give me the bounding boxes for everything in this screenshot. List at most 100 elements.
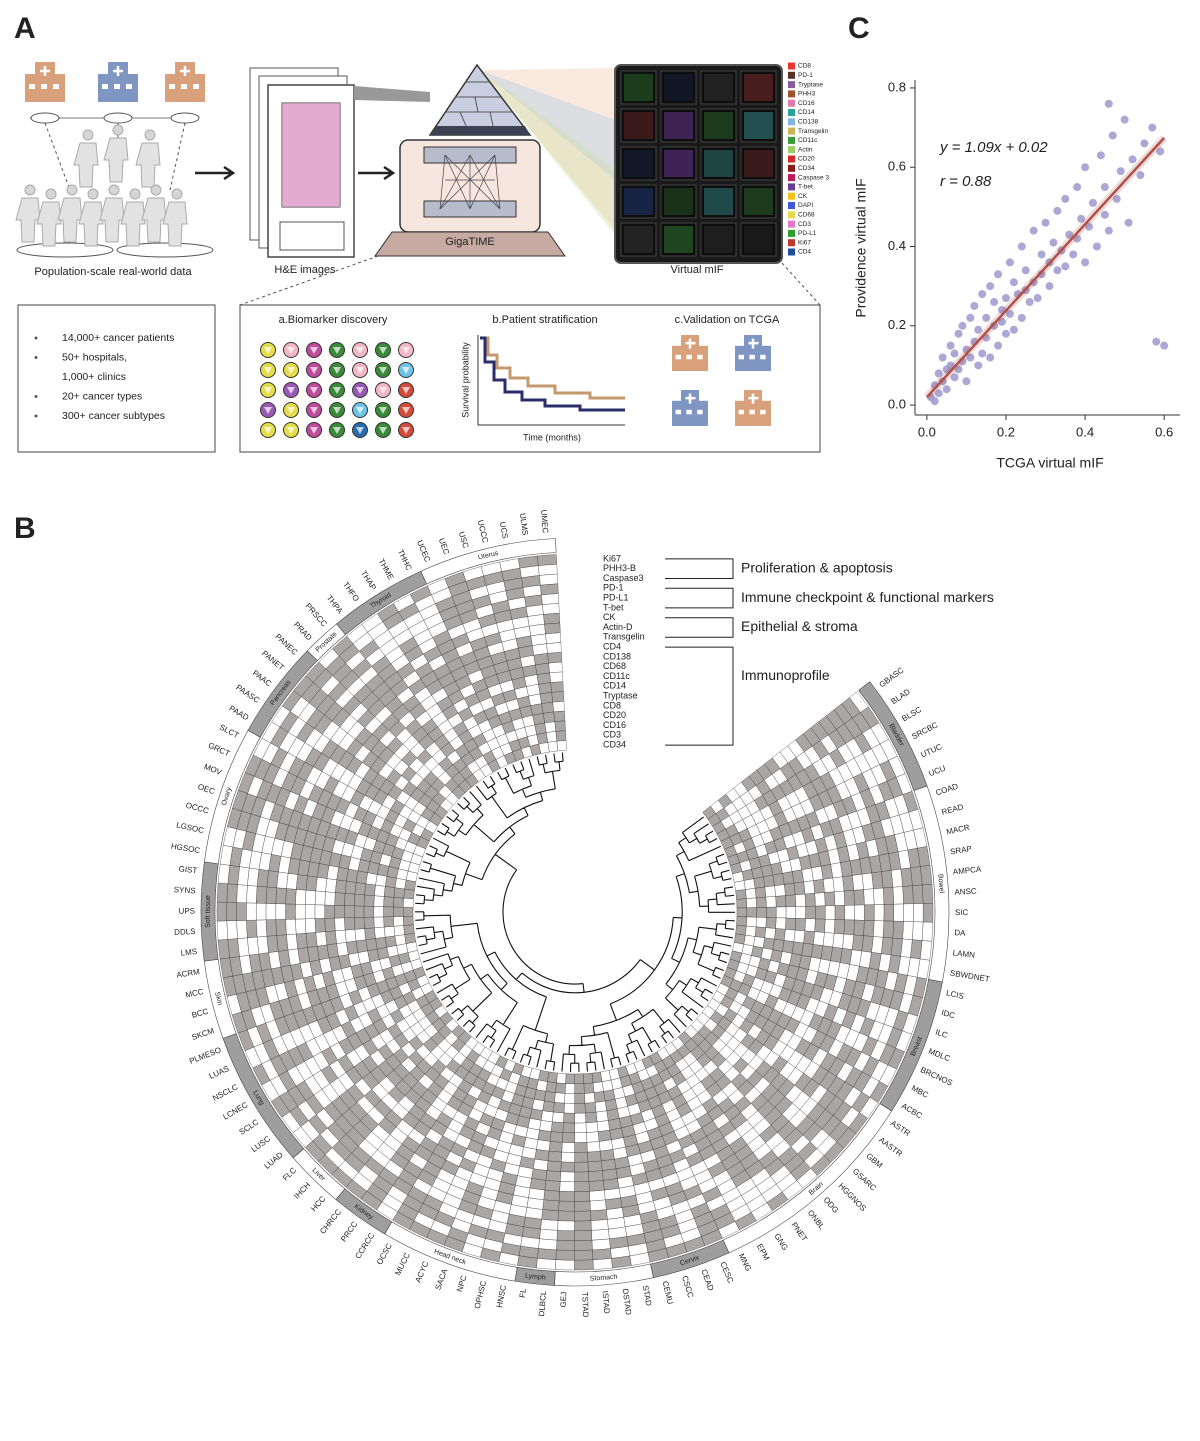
- heatmap-cell: [853, 889, 865, 906]
- heatmap-cell: [545, 1081, 557, 1093]
- subtype-label: MCC: [185, 987, 205, 1000]
- cell-mark: [310, 347, 318, 354]
- pyramid-base: [430, 126, 530, 135]
- heatmap-cell: [746, 907, 757, 918]
- heatmap-cell: [832, 876, 845, 893]
- heatmap-cell: [540, 1218, 559, 1231]
- heatmap-cell: [834, 905, 845, 920]
- heatmap-cell: [383, 896, 395, 908]
- heatmap-cell: [574, 1142, 588, 1153]
- heatmap-cell: [541, 701, 554, 714]
- heatmap-cell: [384, 886, 396, 898]
- heatmap-cell: [902, 921, 914, 940]
- oval: [103, 112, 133, 124]
- heatmap-cell: [574, 1102, 586, 1114]
- heatmap-cell: [216, 882, 229, 903]
- legend-label: PD-1: [798, 72, 813, 79]
- subtype-label: UPS: [179, 907, 195, 916]
- heatmap-cell: [753, 876, 765, 889]
- cell-mark: [310, 427, 318, 434]
- legend-label: CD8: [798, 63, 811, 70]
- heatmap-cell: [574, 1122, 587, 1133]
- heatmap-cell: [403, 888, 415, 900]
- subtype-label: ULMS: [518, 513, 530, 536]
- heatmap-cell: [903, 903, 914, 922]
- heatmap-cell: [538, 742, 550, 754]
- cell-mark: [356, 407, 364, 414]
- point: [982, 313, 991, 322]
- heatmap-cell: [755, 917, 767, 928]
- point: [1001, 329, 1010, 338]
- heatmap-cell: [236, 920, 248, 939]
- heatmap-cell: [556, 1239, 575, 1251]
- heatmap-cell: [586, 1131, 600, 1143]
- mif-tile: [624, 150, 653, 177]
- heatmap-cell: [762, 937, 775, 950]
- legend-label: CD3: [798, 221, 811, 228]
- window: [41, 84, 47, 89]
- legend-label: CD138: [798, 119, 819, 126]
- subtype-label: HNSC: [495, 1284, 508, 1308]
- heatmap-cell: [383, 916, 395, 928]
- mif-tile: [704, 74, 733, 101]
- heatmap-cell: [562, 1132, 575, 1143]
- subtype-label: GIST: [178, 864, 198, 875]
- heatmap-cell: [275, 919, 287, 936]
- heatmap-cell: [275, 903, 286, 920]
- point: [986, 282, 995, 291]
- heatmap-cell: [305, 875, 318, 892]
- heatmap-cell: [842, 875, 854, 892]
- y-tick-label: 0.8: [888, 79, 906, 94]
- heatmap-cell: [794, 918, 806, 932]
- heatmap-cell: [597, 1129, 612, 1142]
- mif-tile: [660, 70, 697, 105]
- tissue-label: Stomach: [590, 1274, 618, 1283]
- heatmap-cell: [834, 890, 845, 906]
- point: [1156, 147, 1165, 156]
- heatmap-cell: [541, 1209, 559, 1221]
- heatmap-cell: [335, 879, 347, 894]
- rays: [480, 68, 615, 230]
- mif-tile: [704, 188, 733, 215]
- legend-label: PHH3: [798, 91, 816, 98]
- person: [24, 184, 36, 196]
- heatmap-cell: [550, 1121, 564, 1133]
- heatmap-cell: [544, 721, 557, 733]
- point: [994, 270, 1003, 279]
- point: [1025, 298, 1034, 307]
- rays: [480, 70, 615, 235]
- heatmap-cell: [766, 906, 777, 918]
- legend-label: CD4: [798, 249, 811, 256]
- heatmap-cell: [256, 936, 269, 955]
- mif-tile: [700, 222, 737, 257]
- heatmap-cell: [393, 897, 404, 908]
- mif-tile: [744, 188, 773, 215]
- heatmap-cell: [393, 906, 404, 917]
- heatmap-cell: [538, 1238, 558, 1251]
- heatmap-cell: [365, 938, 378, 952]
- heatmap-cell: [324, 904, 335, 919]
- heatmap-cell: [226, 883, 238, 903]
- point: [1152, 337, 1161, 346]
- heatmap-cell: [754, 926, 766, 939]
- heatmap-cell: [374, 884, 386, 897]
- point: [1148, 123, 1157, 132]
- bullet: [34, 414, 38, 418]
- subtype-label: DLBCL: [537, 1290, 548, 1317]
- heatmap-cell: [745, 925, 757, 937]
- legend-swatch: [788, 155, 795, 163]
- group-label: Epithelial & stroma: [741, 618, 858, 634]
- heatmap-cell: [256, 885, 268, 904]
- heatmap-cell: [236, 884, 248, 903]
- mif-tile: [664, 150, 693, 177]
- heatmap-cell: [871, 936, 884, 954]
- heatmap-cell: [775, 917, 787, 930]
- cell-mark: [264, 367, 272, 374]
- heatmap-cell: [765, 917, 777, 929]
- point: [1017, 242, 1026, 251]
- heatmap-cell: [564, 1083, 575, 1094]
- stats-box: [17, 304, 216, 453]
- heatmap-cell: [556, 740, 567, 752]
- heatmap-cell: [375, 874, 388, 887]
- heatmap-cell: [314, 918, 326, 933]
